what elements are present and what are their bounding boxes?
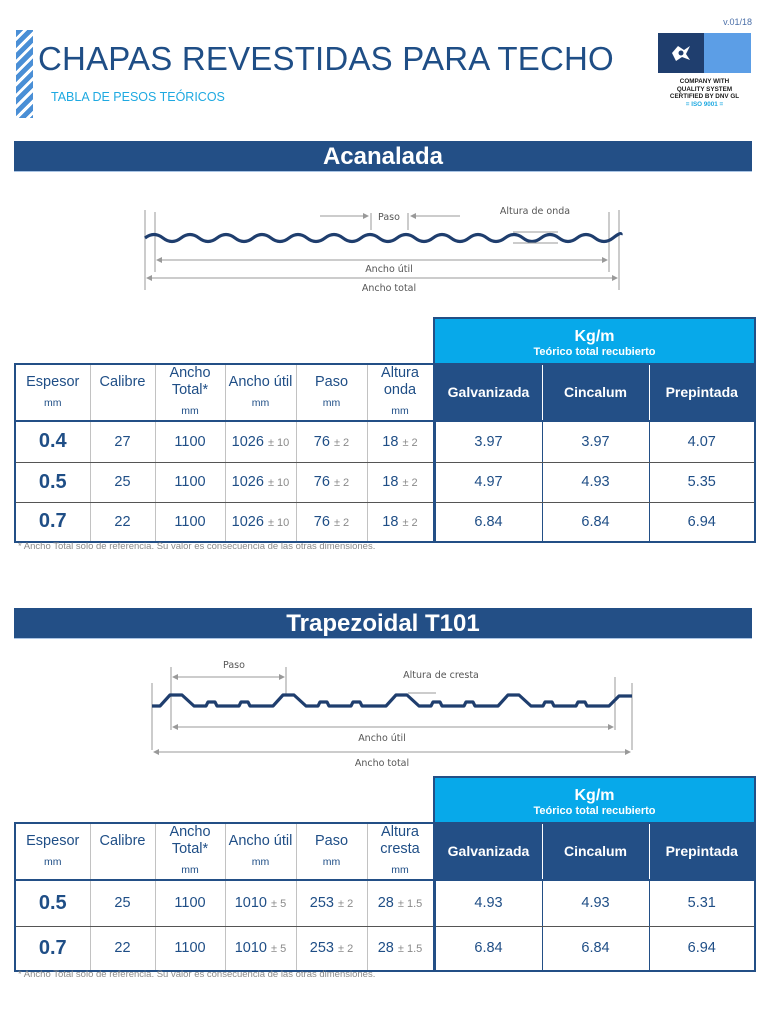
svg-text:Ancho total: Ancho total xyxy=(355,758,409,769)
footnote-trapezoidal: * Ancho Total solo de referencia. Su val… xyxy=(18,969,376,980)
cert-line-3: CERTIFIED BY DNV GL xyxy=(669,93,740,101)
col-header-ancho-util: Ancho útil mm xyxy=(224,822,297,881)
section-title-trapezoidal: Trapezoidal T101 xyxy=(14,608,752,639)
page-title: CHAPAS REVESTIDAS PARA TECHO xyxy=(38,40,614,77)
col-header-prepintada: Prepintada xyxy=(648,364,756,422)
col-header-cincalum: Cincalum xyxy=(541,823,650,881)
trapezoidal-weights-table: Kg/m Teórico total recubierto Espesor mm … xyxy=(14,776,756,972)
col-header-calibre: Calibre xyxy=(89,822,156,881)
svg-text:Ancho útil: Ancho útil xyxy=(358,733,406,744)
table-row: 0.7 22 1100 1026 ± 10 76 ± 2 18 ± 2 6.84… xyxy=(14,501,756,543)
col-header-espesor: Espesor mm xyxy=(14,363,91,422)
table-row: 0.4 27 1100 1026 ± 10 76 ± 2 18 ± 2 3.97… xyxy=(14,420,756,463)
col-header-prepintada: Prepintada xyxy=(648,823,756,881)
col-header-galvanizada: Galvanizada xyxy=(432,364,543,422)
col-header-paso: Paso mm xyxy=(295,363,368,422)
svg-text:Altura de onda: Altura de onda xyxy=(500,206,570,217)
dnv-logo-icon xyxy=(658,33,704,73)
col-header-ancho-util: Ancho útil mm xyxy=(224,363,297,422)
col-header-calibre: Calibre xyxy=(89,363,156,422)
col-header-galvanizada: Galvanizada xyxy=(432,823,543,881)
acanalada-weights-table: Kg/m Teórico total recubierto Espesor mm … xyxy=(14,317,756,543)
kg-per-meter-header: Kg/m Teórico total recubierto xyxy=(433,317,756,365)
col-header-cincalum: Cincalum xyxy=(541,364,650,422)
version-label: v.01/18 xyxy=(723,17,752,27)
col-header-ancho-total: Ancho Total* mm xyxy=(154,822,226,881)
col-header-altura-onda: Altura onda mm xyxy=(366,363,435,422)
svg-text:Paso: Paso xyxy=(378,212,400,223)
decorative-stripe xyxy=(16,30,33,118)
trapezoidal-profile-diagram: Paso Altura de cresta Ancho útil Ancho t… xyxy=(148,655,638,770)
certification-badge: COMPANY WITH QUALITY SYSTEM CERTIFIED BY… xyxy=(658,33,751,109)
kg-per-meter-header: Kg/m Teórico total recubierto xyxy=(433,776,756,824)
svg-text:Ancho total: Ancho total xyxy=(362,283,416,294)
footnote-acanalada: * Ancho Total solo de referencia. Su val… xyxy=(18,541,376,552)
table-header-row: Espesor mm Calibre Ancho Total* mm Ancho ú… xyxy=(14,822,756,881)
table-header-row: Espesor mm Calibre Ancho Total* mm Ancho ú… xyxy=(14,363,756,422)
col-header-espesor: Espesor mm xyxy=(14,822,91,881)
table-row: 0.5 25 1100 1010 ± 5 253 ± 2 28 ± 1.5 4.… xyxy=(14,879,756,927)
col-header-paso: Paso mm xyxy=(295,822,368,881)
col-header-ancho-total: Ancho Total* mm xyxy=(154,363,226,422)
svg-text:Paso: Paso xyxy=(223,660,245,671)
cert-line-2: QUALITY SYSTEM xyxy=(676,85,733,93)
col-header-altura-cresta: Altura cresta mm xyxy=(366,822,435,881)
svg-text:Altura de cresta: Altura de cresta xyxy=(403,670,479,681)
table-row: 0.7 22 1100 1010 ± 5 253 ± 2 28 ± 1.5 6.… xyxy=(14,925,756,972)
acanalada-profile-diagram: Paso Altura de onda Ancho útil Ancho tot… xyxy=(140,200,630,296)
certification-logo xyxy=(658,33,751,73)
page-subtitle: TABLA DE PESOS TEÓRICOS xyxy=(51,90,225,104)
table-row: 0.5 25 1100 1026 ± 10 76 ± 2 18 ± 2 4.97… xyxy=(14,461,756,503)
iso-label: = ISO 9001 = xyxy=(685,100,724,108)
svg-text:Ancho útil: Ancho útil xyxy=(365,264,413,275)
section-title-acanalada: Acanalada xyxy=(14,141,752,172)
cert-line-1: COMPANY WITH xyxy=(679,78,730,85)
